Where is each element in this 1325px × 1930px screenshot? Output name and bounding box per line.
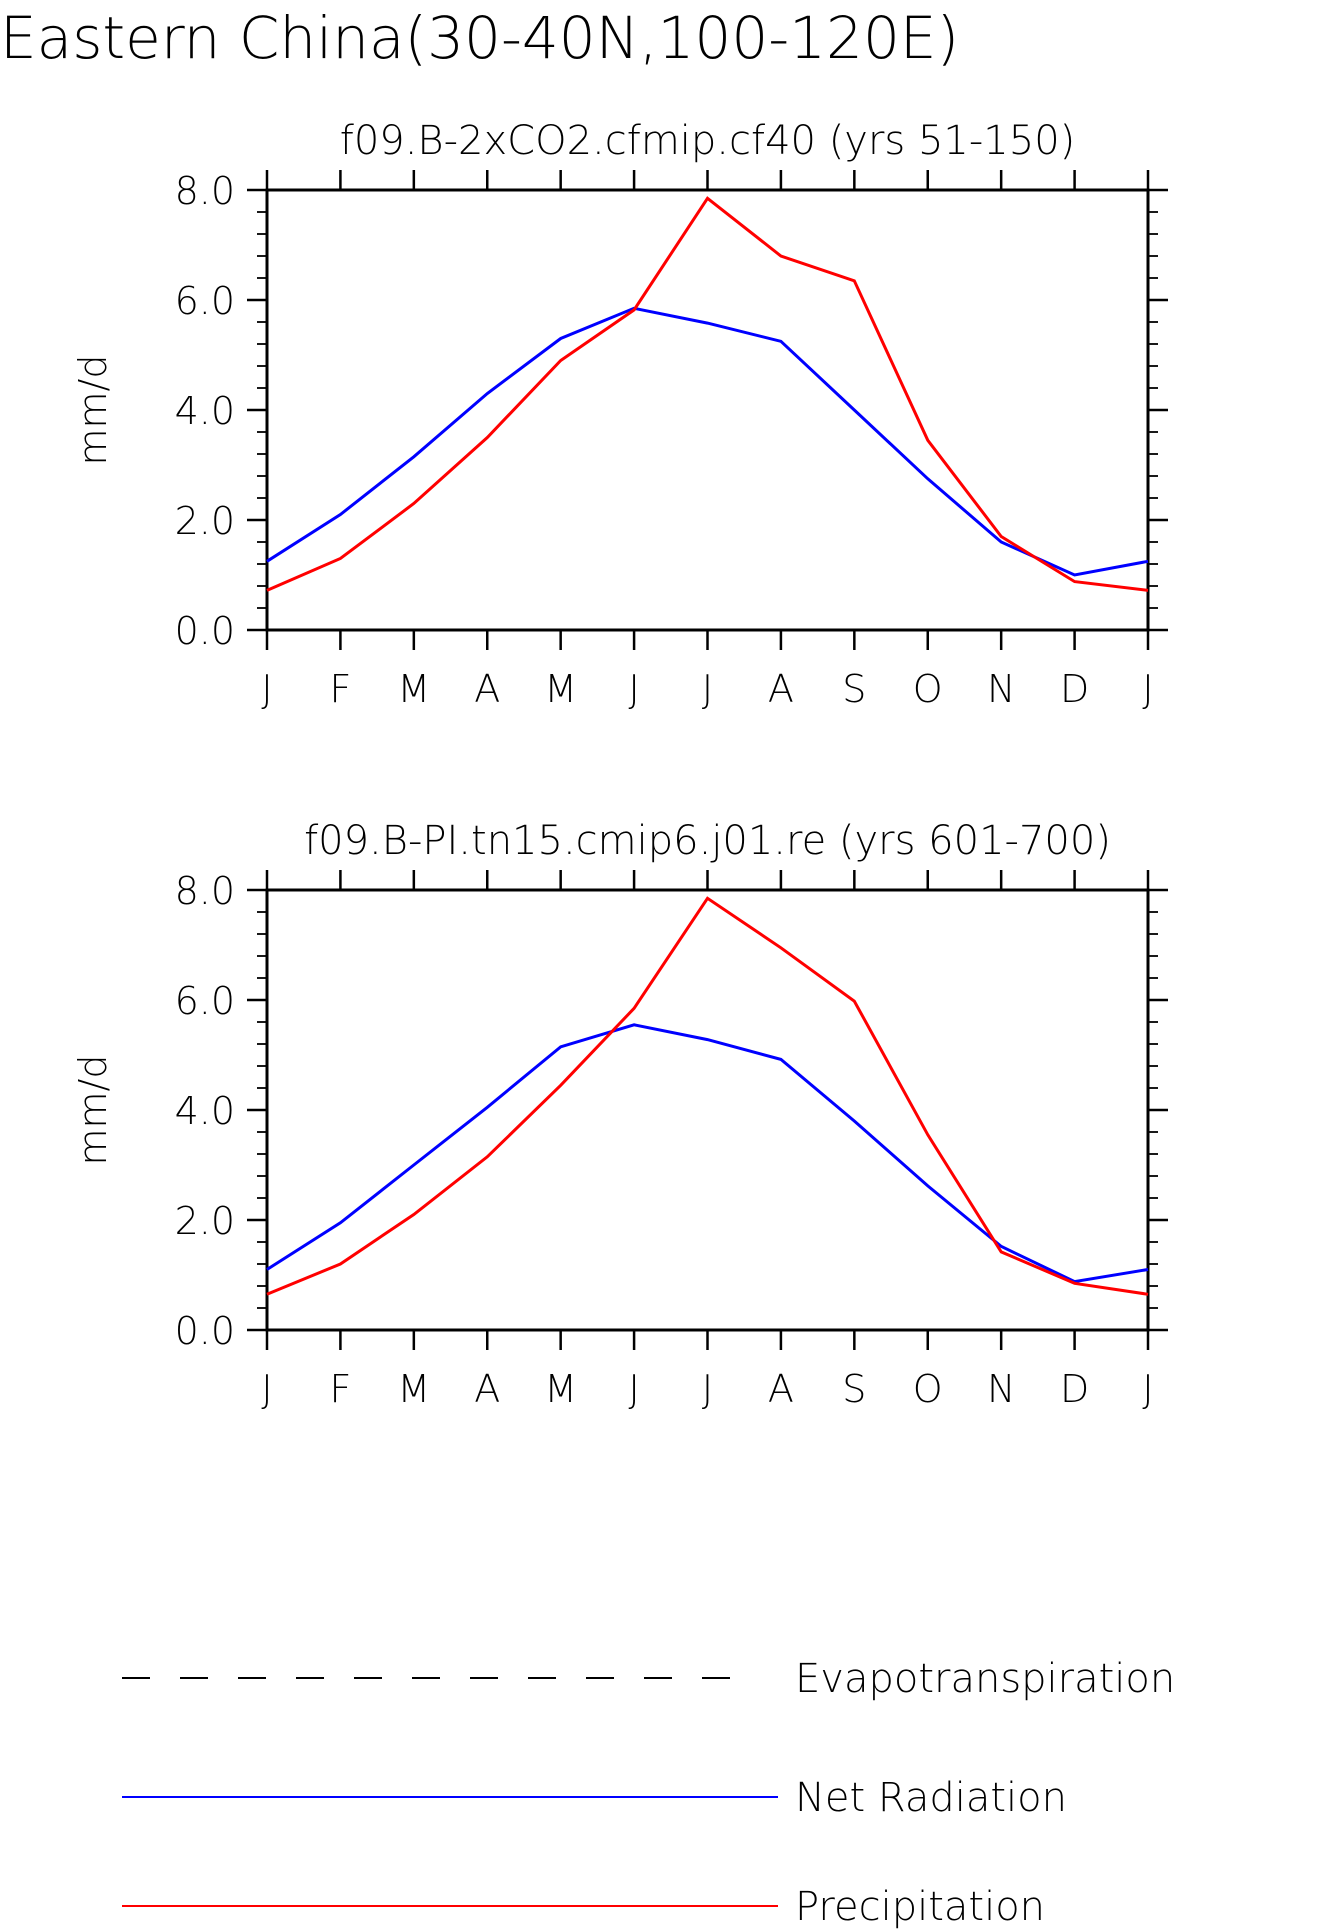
y-tick-label: 8.0 [175, 169, 235, 213]
series-line-precipitation [266, 896, 1149, 1296]
y-tick-label: 2.0 [175, 1199, 235, 1243]
y-tick-label: 4.0 [175, 389, 235, 433]
x-tick-label: F [329, 1367, 351, 1411]
y-tick-label: 6.0 [175, 279, 235, 323]
series-line-net-radiation [266, 306, 1149, 577]
legend-item-precipitation: Precipitation [122, 1884, 1045, 1930]
x-tick-label: S [842, 1367, 866, 1411]
x-tick-label: J [261, 667, 272, 711]
legend-item-evapotranspiration: Evapotranspiration [122, 1656, 1175, 1702]
legend-label: Evapotranspiration [795, 1656, 1175, 1702]
x-tick-label: M [544, 667, 577, 711]
series-line-precipitation [266, 196, 1149, 592]
x-tick-label: A [768, 667, 794, 711]
x-tick-label: M [397, 667, 430, 711]
panel-title: f09.B-PI.tn15.cmip6.j01.re (yrs 601-700) [304, 818, 1111, 864]
x-tick-label: F [329, 667, 351, 711]
legend-label: Precipitation [795, 1884, 1045, 1930]
y-tick-label: 6.0 [175, 979, 235, 1023]
x-tick-label: J [628, 1367, 639, 1411]
x-tick-label: J [628, 667, 639, 711]
y-tick-label: 0.0 [175, 1309, 235, 1353]
y-axis-label: mm/d [71, 1055, 115, 1166]
y-axis-label: mm/d [71, 355, 115, 466]
plot-frame [265, 888, 1150, 1332]
x-tick-label: O [913, 1367, 943, 1411]
x-tick-label: J [702, 1367, 713, 1411]
x-tick-label: M [397, 1367, 430, 1411]
x-tick-label: O [913, 667, 943, 711]
legend-item-net-radiation: Net Radiation [122, 1775, 1067, 1821]
y-tick-label: 4.0 [175, 1089, 235, 1133]
panel-2: f09.B-PI.tn15.cmip6.j01.re (yrs 601-700)… [71, 818, 1168, 1411]
legend-label: Net Radiation [795, 1775, 1067, 1821]
x-tick-label: J [261, 1367, 272, 1411]
y-tick-label: 2.0 [175, 499, 235, 543]
x-tick-label: S [842, 667, 866, 711]
y-tick-label: 0.0 [175, 609, 235, 653]
x-tick-label: D [1060, 667, 1089, 711]
x-tick-label: J [702, 667, 713, 711]
y-tick-label: 8.0 [175, 869, 235, 913]
panels: f09.B-2xCO2.cfmip.cf40 (yrs 51-150) mm/d J… [71, 118, 1168, 1411]
x-tick-label: J [1142, 1367, 1153, 1411]
main-title: Eastern China(30-40N,100-120E) [0, 4, 959, 72]
plot-frame [265, 188, 1150, 632]
x-tick-label: N [987, 667, 1015, 711]
x-tick-label: D [1060, 1367, 1089, 1411]
x-tick-label: A [768, 1367, 794, 1411]
series-line-net-radiation [266, 1023, 1149, 1284]
x-tick-label: N [987, 1367, 1015, 1411]
x-tick-label: M [544, 1367, 577, 1411]
panel-1: f09.B-2xCO2.cfmip.cf40 (yrs 51-150) mm/d J… [71, 118, 1168, 711]
x-tick-label: A [474, 1367, 500, 1411]
panel-title: f09.B-2xCO2.cfmip.cf40 (yrs 51-150) [340, 118, 1076, 164]
legend: Evapotranspiration Net Radiation Precipita… [122, 1656, 1175, 1930]
x-tick-label: A [474, 667, 500, 711]
x-tick-label: J [1142, 667, 1153, 711]
